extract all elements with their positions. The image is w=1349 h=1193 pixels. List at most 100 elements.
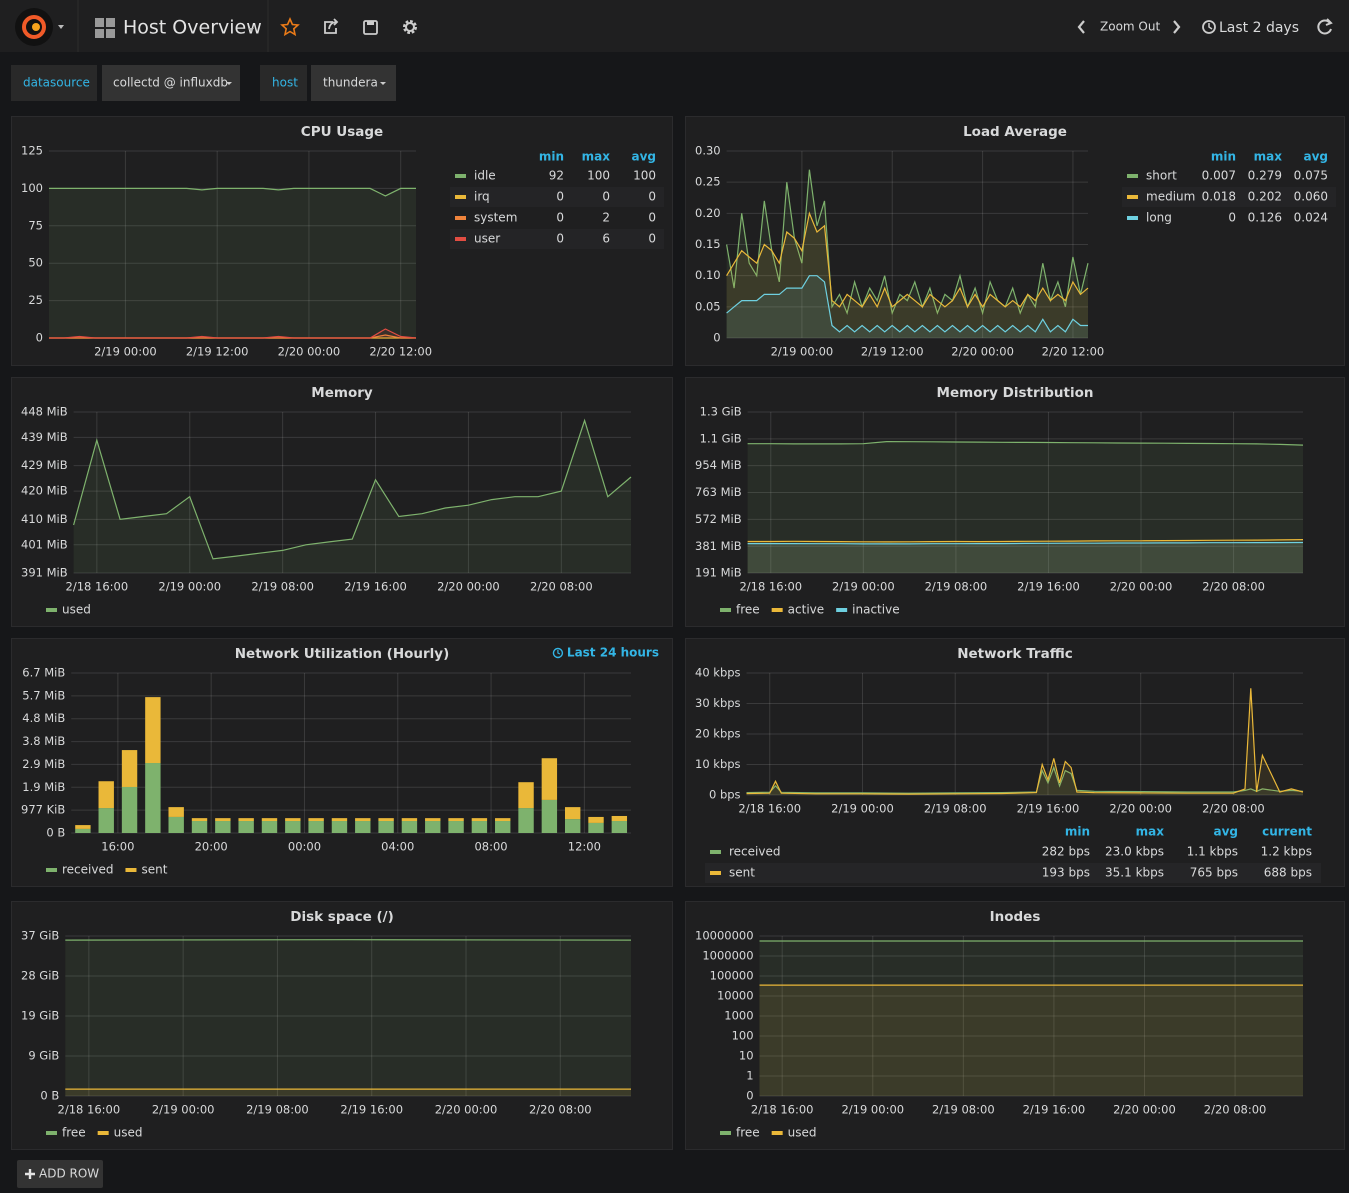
refresh-icon [1317,19,1332,35]
add-row-button[interactable]: ADD ROW [17,1160,103,1188]
legend-column-header: max [1254,150,1283,164]
y-tick-label: 50 [28,256,43,270]
y-tick-label: 977 KiB [21,803,65,817]
series-area [65,1089,632,1096]
grafana-logo[interactable] [15,8,64,46]
panel-title: Memory Distribution [937,385,1094,401]
star-button[interactable] [280,16,300,37]
legend-stat: 0 [648,211,656,225]
y-tick-label: 0.05 [695,299,721,313]
bar-segment [238,818,254,822]
panel [685,638,1345,887]
legend-stat: 193 bps [1042,866,1090,880]
bar-segment [331,821,348,833]
legend-swatch [455,174,466,178]
bar-segment [331,818,348,822]
bar-segment [238,821,254,833]
time-forward-button[interactable] [1173,20,1181,34]
zoom-out-button[interactable]: Zoom Out [1100,20,1160,34]
y-tick-label: 5.7 MiB [22,688,65,702]
variable-value: thundera [323,76,378,90]
bar-segment [518,808,534,833]
dashboard-picker[interactable]: Host Overview [95,17,262,39]
variable-dropdown[interactable]: collectd @ influxdb [102,65,240,101]
grid-icon [106,29,115,38]
bar-segment [495,818,511,822]
x-tick-label: 2/19 00:00 [158,580,221,594]
series-area [726,169,1088,338]
x-tick-label: 2/20 08:00 [1202,802,1265,816]
bar-segment [215,818,231,822]
y-tick-label: 1.1 GiB [700,431,742,445]
y-tick-label: 20 kbps [695,727,741,741]
bar-segment [448,818,464,822]
legend-stat: 0.007 [1202,169,1236,183]
legend-stat: 0 [648,190,656,204]
logo-core [32,23,40,31]
x-tick-label: 2/19 00:00 [831,802,894,816]
x-tick-label: 08:00 [474,840,507,854]
time-back-button[interactable] [1077,20,1085,34]
legend-label: long [1146,211,1172,225]
series-line [726,275,1088,333]
series-area [726,275,1088,338]
caret [248,28,254,32]
series-line [747,541,1304,545]
bar-segment [145,763,161,833]
legend-label: user [474,232,500,246]
share-button[interactable] [324,18,339,34]
y-tick-label: 1 [746,1069,753,1083]
x-tick-label: 2/20 00:00 [1110,580,1173,594]
y-tick-label: 0 B [46,826,65,840]
legend-stat: 0.279 [1248,169,1282,183]
series-area [759,941,1303,1096]
legend-stat: 92 [549,169,564,183]
caret [58,25,64,29]
legend-swatch [46,608,57,612]
legend-swatch [1127,216,1138,220]
x-tick-label: 04:00 [381,840,414,854]
bar-segment [261,821,278,833]
variable-label-box [260,65,307,101]
bar-segment [355,821,371,833]
caret [226,82,232,85]
legend-swatch [125,868,137,872]
bar-segment [611,815,628,822]
panel-title: Load Average [963,124,1067,140]
bar-segment [401,818,418,822]
series-area [747,539,1303,573]
legend-stat: 0.018 [1202,190,1236,204]
time-picker[interactable]: Last 2 days [1202,20,1299,36]
y-tick-label: 429 MiB [21,458,68,472]
legend-swatch [720,608,731,612]
bar-segment [121,750,138,787]
refresh-button[interactable] [1317,18,1333,35]
dropdown-box [102,65,240,101]
bar-segment [471,821,488,833]
x-tick-label: 2/19 16:00 [340,1103,403,1117]
y-tick-label: 0 B [40,1089,59,1103]
variable-dropdown[interactable]: thundera [311,65,396,101]
bar-segment [588,816,604,823]
legend-swatch [97,1131,109,1135]
settings-button[interactable] [403,20,417,34]
x-tick-label: 2/18 16:00 [66,580,129,594]
save-button[interactable] [363,20,378,35]
legend-label: received [62,863,113,877]
bar-segment [285,818,301,822]
y-tick-label: 401 MiB [21,537,68,551]
share-arrow [328,18,339,30]
legend-label: free [62,1126,86,1140]
x-tick-label: 2/19 00:00 [841,1103,904,1117]
legend-label: used [788,1126,817,1140]
legend-column-header: max [1136,825,1165,839]
bar-segment [191,821,208,833]
x-tick-label: 2/19 16:00 [1017,580,1080,594]
bar-segment [495,821,511,833]
legend-label: sent [141,863,167,877]
x-tick-label: 2/19 12:00 [186,345,249,359]
legend-stat: 0 [556,211,564,225]
caret [380,82,386,85]
y-tick-label: 0 [36,331,43,345]
legend-column-header: min [539,150,564,164]
